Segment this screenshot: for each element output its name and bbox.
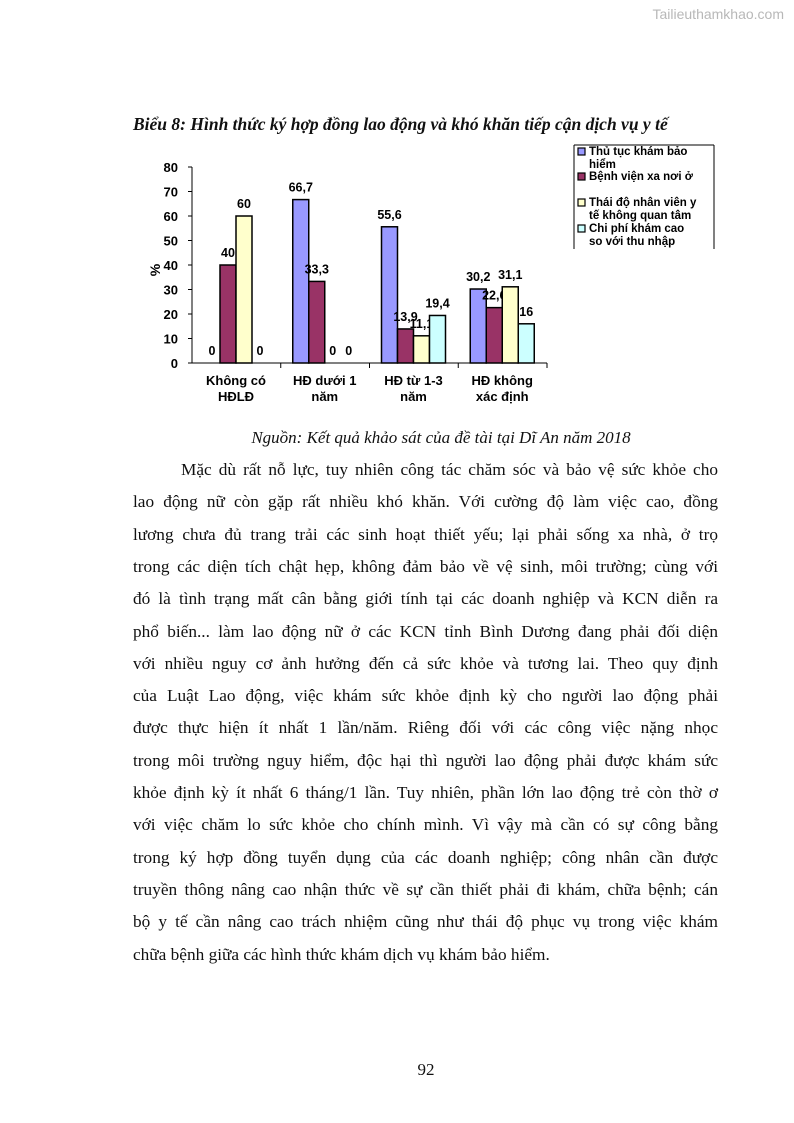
bar: [219, 264, 237, 364]
y-tick-label: 10: [164, 332, 178, 347]
data-label: 40: [221, 246, 235, 260]
page-number: 92: [417, 1060, 435, 1079]
legend-entry: Bệnh viện xa nơi ở: [589, 171, 694, 183]
figure-title: Biểu 8: Hình thức ký hợp đồng lao động v…: [133, 114, 668, 134]
category-label: năm: [311, 389, 338, 404]
bar: [396, 328, 415, 364]
data-label: 0: [209, 344, 216, 358]
paragraph-line: lương chưa đủ trang trải các sinh hoạt t…: [133, 524, 718, 544]
bar: [292, 198, 310, 364]
category-label: HĐ không: [472, 373, 533, 388]
category-label: HĐ từ 1-3: [384, 373, 443, 388]
paragraph-line: truyền thông nâng cao nhận thức về sự cầ…: [133, 879, 718, 899]
data-label: 0: [257, 344, 264, 358]
data-label: 55,6: [377, 208, 401, 222]
legend-entry: hiểm: [589, 159, 616, 171]
paragraph-line: với nhiều nguy cơ ảnh hưởng đến cả sức k…: [133, 653, 718, 673]
paragraph-line: phổ biến... làm lao động nữ ở các KCN tỉ…: [133, 621, 718, 641]
category-label: Không có: [206, 373, 266, 388]
y-tick-label: 50: [164, 234, 178, 249]
category-label: HĐLĐ: [218, 389, 254, 404]
data-label: 66,7: [289, 181, 313, 195]
bar: [235, 215, 253, 364]
paragraph-line: Mặc dù rất nỗ lực, tuy nhiên công tác ch…: [181, 460, 718, 479]
category-label: xác định: [476, 389, 529, 404]
data-label: 13,9: [393, 310, 417, 324]
paragraph-line: của Luật Lao động, việc khám sức khỏe đị…: [133, 686, 718, 706]
paragraph-line: bộ y tế cần nâng cao trách nhiệm cũng nh…: [133, 912, 718, 932]
legend-swatch: [577, 198, 586, 207]
bar: [308, 280, 326, 364]
data-label: 16: [519, 305, 533, 319]
data-label: 22,6: [482, 289, 506, 303]
y-tick-label: 0: [171, 356, 178, 371]
paragraph-line: trong môi trường nguy hiểm, độc hại thì …: [133, 750, 718, 770]
y-tick-label: 70: [164, 185, 178, 200]
legend-entry: Chi phí khám cao: [589, 223, 684, 235]
bar: [428, 314, 447, 364]
y-tick-label: 40: [164, 258, 178, 273]
data-label: 0: [329, 344, 336, 358]
bar: [380, 226, 399, 364]
bar: [501, 286, 519, 364]
data-label: 31,1: [498, 268, 522, 282]
y-tick-label: 80: [164, 160, 178, 175]
paragraph-line: khỏe định kỳ ít nhất 6 tháng/1 lần. Tuy …: [133, 783, 718, 802]
y-tick-label: 30: [164, 283, 178, 298]
legend-entry: Thái độ nhân viên y: [589, 197, 697, 209]
category-label: HĐ dưới 1: [293, 373, 356, 388]
paragraph-line: trong các diện tích chật hẹp, không đảm …: [133, 556, 718, 576]
y-tick-label: 60: [164, 209, 178, 224]
data-label: 30,2: [466, 270, 490, 284]
legend-swatch: [577, 172, 586, 181]
data-label: 19,4: [425, 296, 449, 310]
legend-entry: tế không quan tâm: [589, 210, 691, 222]
y-axis-label: %: [147, 263, 163, 276]
legend-entry: Thủ tục khám bảo: [589, 146, 687, 158]
y-tick-label: 20: [164, 307, 178, 322]
paragraph-line: lao động nữ còn gặp rất nhiều khó khăn. …: [133, 492, 718, 512]
paragraph-line: đó là tình trạng mất cân bằng giới tính …: [133, 589, 718, 609]
category-label: năm: [400, 389, 427, 404]
data-label: 33,3: [305, 262, 329, 276]
data-label: 0: [345, 344, 352, 358]
figure-source: Nguồn: Kết quả khảo sát của đề tài tại D…: [251, 428, 631, 447]
bar: [517, 323, 535, 364]
paragraph-line: với việc chăm lo sức khỏe cho chính mình…: [133, 815, 718, 835]
legend-swatch: [577, 147, 586, 156]
watermark: Tailieuthamkhao.com: [652, 6, 784, 22]
legend-entry: so với thu nhập: [589, 236, 675, 248]
bar: [485, 306, 503, 364]
data-label: 60: [237, 197, 251, 211]
paragraph-line: chữa bệnh giữa các hình thức khám dịch v…: [133, 944, 550, 964]
paragraph-line: được thực hiện ít nhất 1 lần/năm. Riêng …: [133, 718, 718, 738]
paragraph-line: trong ký hợp đồng tuyển dụng của các doa…: [133, 847, 718, 867]
data-label: 11,1: [410, 317, 434, 331]
legend-swatch: [577, 224, 586, 233]
bar: [412, 335, 431, 364]
